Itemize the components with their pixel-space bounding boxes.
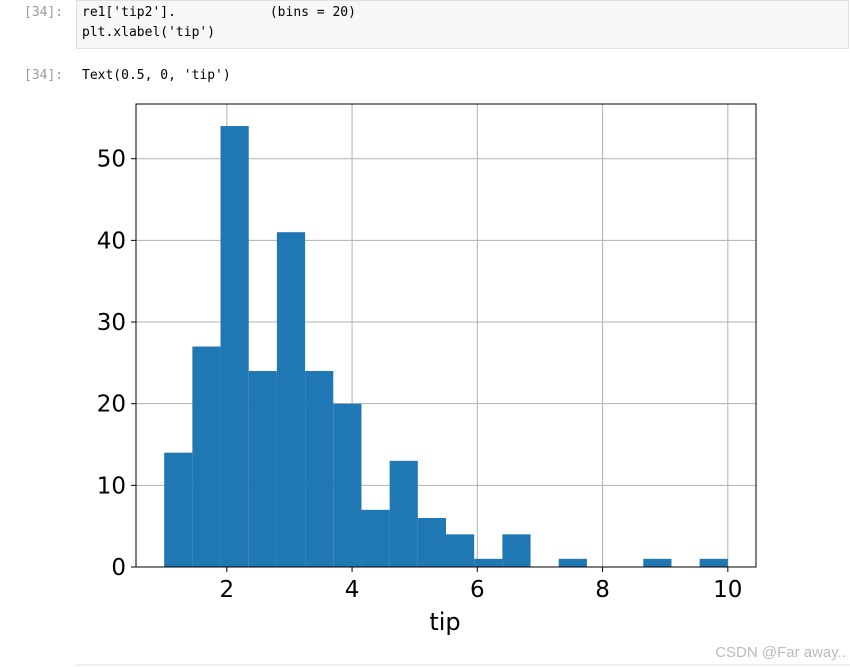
bar (305, 371, 334, 567)
y-tick-label: 10 (97, 473, 126, 499)
y-tick-label: 30 (97, 310, 126, 336)
bar (192, 346, 221, 567)
y-tick-label: 50 (97, 147, 126, 173)
y-tick-label: 40 (97, 228, 126, 254)
x-tick-label: 10 (713, 577, 742, 603)
bar (446, 534, 475, 567)
bar (248, 371, 277, 567)
bar (474, 558, 503, 567)
bar (276, 232, 306, 567)
y-tick-label: 20 (97, 392, 126, 418)
code-line: re1['tip2']. (bins = 20) (82, 5, 356, 20)
output-text: Text(0.5, 0, 'tip') (82, 68, 231, 83)
bar (164, 452, 193, 567)
code-line: plt.xlabel('tip') (82, 25, 216, 40)
bar (502, 534, 531, 567)
plot-frame (135, 103, 757, 568)
x-tick-label: 6 (470, 577, 485, 603)
input-cell[interactable] (76, 0, 849, 49)
input-prompt: [34]: (24, 5, 64, 20)
bar (558, 558, 587, 567)
watermark: CSDN @Far away.. (715, 644, 846, 661)
bar (643, 558, 672, 567)
y-tick-label: 0 (111, 555, 126, 581)
bar (333, 403, 362, 567)
bar (220, 126, 249, 568)
bar (361, 509, 390, 567)
x-tick-label: 8 (595, 577, 610, 603)
bar (389, 460, 418, 567)
x-axis-label: tip (429, 608, 460, 636)
x-tick-label: 4 (345, 577, 360, 603)
x-tick-label: 2 (219, 577, 234, 603)
bar (699, 558, 728, 567)
bar (417, 518, 446, 567)
output-prompt: [34]: (24, 68, 64, 83)
